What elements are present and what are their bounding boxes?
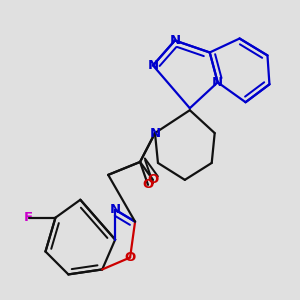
Text: N: N <box>149 127 161 140</box>
Text: O: O <box>124 251 136 264</box>
Text: O: O <box>142 178 154 191</box>
Text: F: F <box>24 211 33 224</box>
Text: N: N <box>110 203 121 216</box>
Text: O: O <box>147 173 159 186</box>
Text: N: N <box>169 34 180 47</box>
Text: N: N <box>147 59 158 72</box>
Text: N: N <box>212 76 223 89</box>
